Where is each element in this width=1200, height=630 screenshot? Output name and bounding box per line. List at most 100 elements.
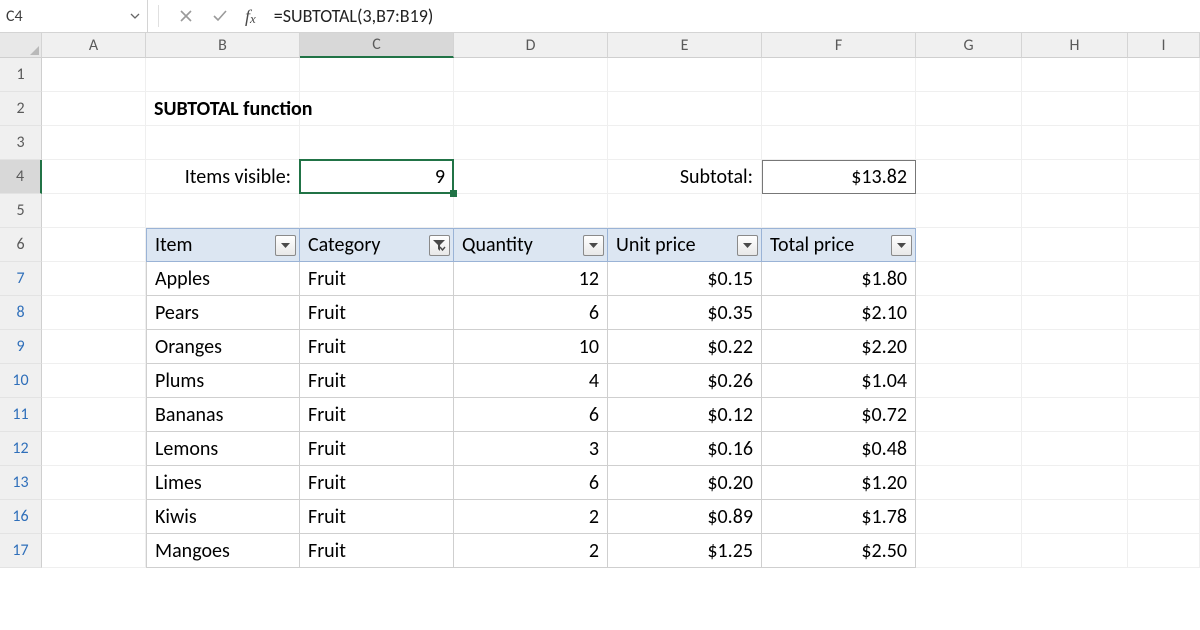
cell-F4[interactable]: $13.82 (762, 160, 916, 194)
cell-A10[interactable] (42, 364, 146, 398)
cell-G8[interactable] (916, 296, 1022, 330)
table-cell[interactable]: Mangoes (146, 534, 300, 568)
table-cell[interactable]: Fruit (300, 432, 454, 466)
table-cell[interactable]: $1.20 (762, 466, 916, 500)
cell-I17[interactable] (1128, 534, 1200, 568)
table-cell[interactable]: Fruit (300, 500, 454, 534)
cell-E1[interactable] (608, 58, 762, 92)
table-cell[interactable]: $0.16 (608, 432, 762, 466)
col-header-i[interactable]: I (1128, 33, 1200, 58)
spreadsheet-grid[interactable]: A B C D E F G H I 12SUBTOTAL function34I… (0, 33, 1200, 568)
cell-H8[interactable] (1022, 296, 1128, 330)
cell-F5[interactable] (762, 194, 916, 228)
cell-G4[interactable] (916, 160, 1022, 194)
cell-H13[interactable] (1022, 466, 1128, 500)
row-header-10[interactable]: 10 (0, 364, 42, 398)
cell-G9[interactable] (916, 330, 1022, 364)
cell-B1[interactable] (146, 58, 300, 92)
table-cell[interactable]: $0.89 (608, 500, 762, 534)
cell-C5[interactable] (300, 194, 454, 228)
cell-G11[interactable] (916, 398, 1022, 432)
row-header-2[interactable]: 2 (0, 92, 42, 126)
row-header-6[interactable]: 6 (0, 228, 42, 262)
cell-A13[interactable] (42, 466, 146, 500)
fx-icon[interactable]: fx (245, 6, 256, 27)
table-cell[interactable]: 6 (454, 466, 608, 500)
table-header[interactable]: Item (146, 228, 300, 262)
table-cell[interactable]: Fruit (300, 330, 454, 364)
cell-H16[interactable] (1022, 500, 1128, 534)
table-cell[interactable]: Apples (146, 262, 300, 296)
cell-H2[interactable] (1022, 92, 1128, 126)
row-header-5[interactable]: 5 (0, 194, 42, 228)
cell-G1[interactable] (916, 58, 1022, 92)
table-header[interactable]: Quantity (454, 228, 608, 262)
cell-I5[interactable] (1128, 194, 1200, 228)
cell-G7[interactable] (916, 262, 1022, 296)
cell-I11[interactable] (1128, 398, 1200, 432)
cell-G5[interactable] (916, 194, 1022, 228)
cell-E3[interactable] (608, 126, 762, 160)
table-cell[interactable]: Bananas (146, 398, 300, 432)
cell-I12[interactable] (1128, 432, 1200, 466)
cell-H3[interactable] (1022, 126, 1128, 160)
cell-A12[interactable] (42, 432, 146, 466)
cell-I6[interactable] (1128, 228, 1200, 262)
table-cell[interactable]: $0.26 (608, 364, 762, 398)
table-cell[interactable]: $0.12 (608, 398, 762, 432)
cell-H17[interactable] (1022, 534, 1128, 568)
cell-G16[interactable] (916, 500, 1022, 534)
cell-B2[interactable]: SUBTOTAL function (146, 92, 300, 126)
table-cell[interactable]: $1.80 (762, 262, 916, 296)
table-cell[interactable]: Oranges (146, 330, 300, 364)
cell-G2[interactable] (916, 92, 1022, 126)
table-cell[interactable]: $0.20 (608, 466, 762, 500)
table-cell[interactable]: $2.10 (762, 296, 916, 330)
filter-dropdown-icon[interactable] (275, 235, 296, 256)
col-header-e[interactable]: E (608, 33, 762, 58)
filter-applied-icon[interactable] (429, 235, 450, 256)
cell-E5[interactable] (608, 194, 762, 228)
table-header[interactable]: Category (300, 228, 454, 262)
name-box[interactable]: C4 (0, 0, 148, 32)
cell-F1[interactable] (762, 58, 916, 92)
cell-I10[interactable] (1128, 364, 1200, 398)
cell-F2[interactable] (762, 92, 916, 126)
cell-B4[interactable]: Items visible: (146, 160, 300, 194)
table-cell[interactable]: $0.48 (762, 432, 916, 466)
cell-G3[interactable] (916, 126, 1022, 160)
cell-D4[interactable] (454, 160, 608, 194)
col-header-a[interactable]: A (42, 33, 146, 58)
cell-A17[interactable] (42, 534, 146, 568)
cell-I4[interactable] (1128, 160, 1200, 194)
table-cell[interactable]: Fruit (300, 398, 454, 432)
cell-G12[interactable] (916, 432, 1022, 466)
cell-B5[interactable] (146, 194, 300, 228)
table-header[interactable]: Unit price (608, 228, 762, 262)
row-header-12[interactable]: 12 (0, 432, 42, 466)
table-cell[interactable]: Fruit (300, 534, 454, 568)
table-cell[interactable]: $0.35 (608, 296, 762, 330)
cell-I13[interactable] (1128, 466, 1200, 500)
table-cell[interactable]: Fruit (300, 364, 454, 398)
cell-H7[interactable] (1022, 262, 1128, 296)
table-cell[interactable]: Fruit (300, 466, 454, 500)
chevron-down-icon[interactable] (129, 10, 141, 22)
cell-A1[interactable] (42, 58, 146, 92)
cell-H6[interactable] (1022, 228, 1128, 262)
row-header-9[interactable]: 9 (0, 330, 42, 364)
enter-check-icon[interactable] (211, 7, 229, 25)
table-cell[interactable]: $0.72 (762, 398, 916, 432)
cell-H11[interactable] (1022, 398, 1128, 432)
table-cell[interactable]: $0.22 (608, 330, 762, 364)
cancel-x-icon[interactable] (177, 7, 195, 25)
table-cell[interactable]: $1.78 (762, 500, 916, 534)
table-cell[interactable]: 3 (454, 432, 608, 466)
table-cell[interactable]: Pears (146, 296, 300, 330)
cell-C2[interactable] (300, 92, 454, 126)
cell-E2[interactable] (608, 92, 762, 126)
col-header-f[interactable]: F (762, 33, 916, 58)
cell-A7[interactable] (42, 262, 146, 296)
cell-B3[interactable] (146, 126, 300, 160)
select-all-corner[interactable] (0, 33, 42, 58)
